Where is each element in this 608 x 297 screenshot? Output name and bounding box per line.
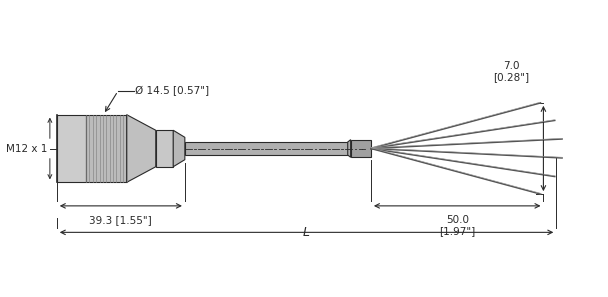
Text: 39.3 [1.55"]: 39.3 [1.55"] <box>89 215 152 225</box>
Polygon shape <box>173 130 185 167</box>
Bar <box>185 142 348 155</box>
Text: 7.0
[0.28"]: 7.0 [0.28"] <box>493 61 530 82</box>
Bar <box>57 115 86 182</box>
Bar <box>351 140 371 157</box>
Polygon shape <box>126 115 156 182</box>
Text: M12 x 1: M12 x 1 <box>5 143 47 154</box>
Text: Ø 14.5 [0.57"]: Ø 14.5 [0.57"] <box>136 86 210 96</box>
Text: L: L <box>303 226 310 239</box>
Bar <box>86 115 126 182</box>
Bar <box>156 130 173 167</box>
Polygon shape <box>348 140 351 157</box>
Text: 50.0
[1.97"]: 50.0 [1.97"] <box>439 215 475 236</box>
